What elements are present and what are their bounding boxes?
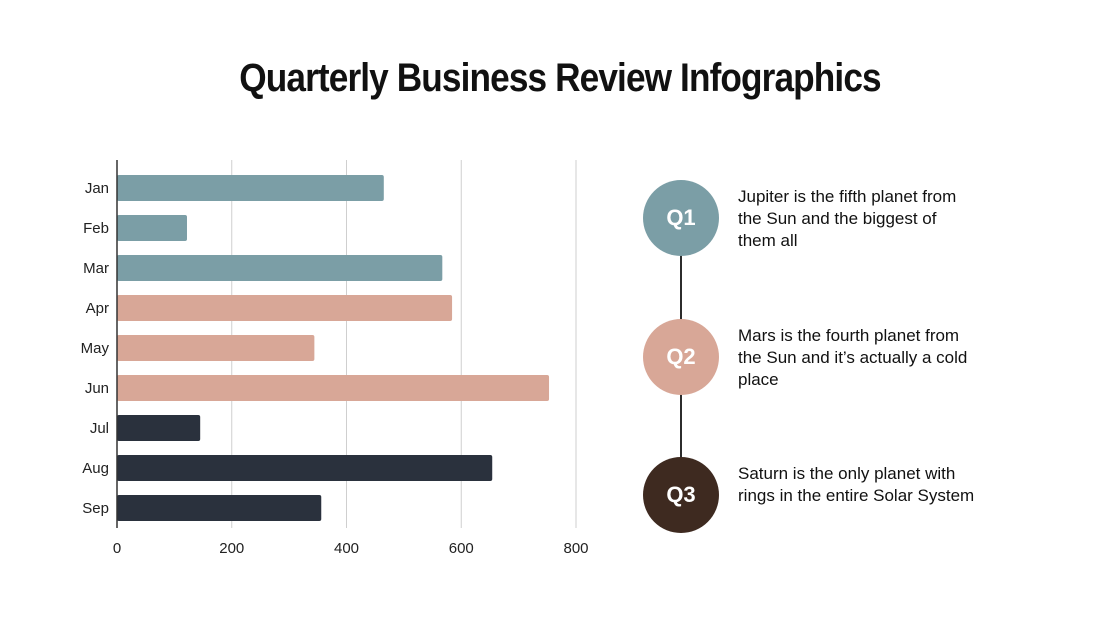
bar-mar bbox=[117, 255, 443, 281]
timeline-connector bbox=[680, 390, 682, 460]
y-tick-label: Mar bbox=[83, 260, 109, 277]
q3-description: Saturn is the only planet with rings in … bbox=[738, 464, 975, 505]
bar-jan bbox=[117, 175, 384, 201]
bar-sep bbox=[117, 495, 322, 521]
bar-jun bbox=[117, 375, 550, 401]
q1-description: Jupiter is the fifth planet from the Sun… bbox=[738, 187, 957, 250]
y-tick-label: Sep bbox=[82, 500, 109, 517]
q2-node: Q2 bbox=[643, 319, 719, 395]
timeline-connector bbox=[680, 250, 682, 322]
y-tick-label: Feb bbox=[83, 220, 109, 237]
y-tick-label: May bbox=[81, 340, 110, 357]
y-tick-label: Apr bbox=[86, 300, 109, 317]
y-tick-label: Jul bbox=[90, 420, 109, 437]
y-tick-label: Aug bbox=[82, 460, 109, 477]
y-tick-label: Jun bbox=[85, 380, 109, 397]
q2-description: Mars is the fourth planet from the Sun a… bbox=[738, 326, 968, 389]
bar-aug bbox=[117, 455, 493, 481]
bar-may bbox=[117, 335, 315, 361]
y-tick-label: Jan bbox=[85, 180, 109, 197]
bar-jul bbox=[117, 415, 201, 441]
x-tick-label: 0 bbox=[113, 540, 121, 557]
x-tick-label: 800 bbox=[563, 540, 588, 557]
bar-feb bbox=[117, 215, 187, 241]
x-tick-label: 200 bbox=[219, 540, 244, 557]
x-tick-label: 400 bbox=[334, 540, 359, 557]
bar-apr bbox=[117, 295, 453, 321]
q3-node: Q3 bbox=[643, 457, 719, 533]
bar-chart: 0 200 400 600 800 Jan Feb Mar Apr May Jun Jul Aug Sep bbox=[81, 160, 589, 557]
q1-node: Q1 bbox=[643, 180, 719, 256]
x-tick-label: 600 bbox=[449, 540, 474, 557]
page-title: Quarterly Business Review Infographics bbox=[239, 56, 881, 100]
